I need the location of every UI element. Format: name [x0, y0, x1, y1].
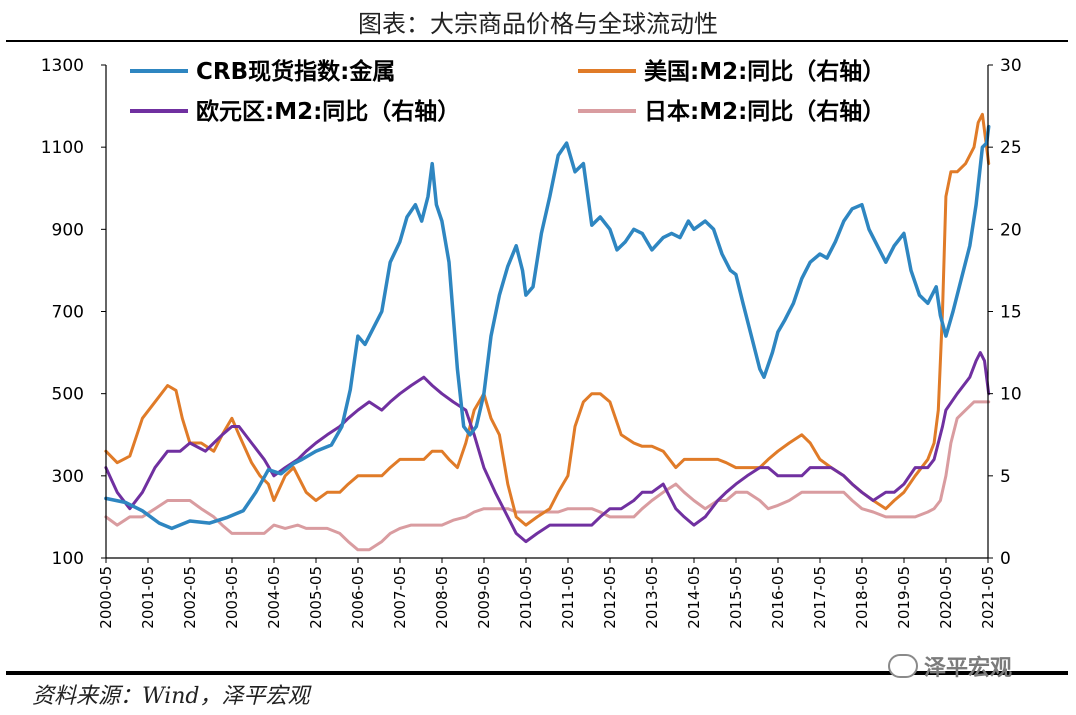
x-tick-label: 2006-05 [349, 566, 367, 629]
y-right-tick-label: 10 [1000, 385, 1022, 405]
y-right-tick-label: 20 [1000, 220, 1022, 240]
chart-axes: 100 300 500 700 900 1100 1300 0 5 10 15 20 25 30 2000-… [41, 56, 1022, 629]
series-line-1 [104, 112, 991, 527]
y-left-tick-label: 900 [52, 220, 84, 240]
y-right-tick-label: 5 [1000, 467, 1011, 487]
y-left-tick-label: 700 [52, 303, 84, 323]
x-tick-label: 2009-05 [475, 566, 493, 629]
y-right-tick-label: 0 [1000, 549, 1011, 569]
x-tick-label: 2020-05 [937, 566, 955, 629]
x-tick-label: 2018-05 [853, 566, 871, 629]
watermark-text: 泽平宏观 [924, 656, 1013, 681]
x-tick-label: 2017-05 [811, 566, 829, 629]
x-tick-label: 2014-05 [685, 566, 703, 629]
y-right-tick-label: 25 [1000, 138, 1022, 158]
x-tick-label: 2011-05 [559, 566, 577, 629]
source-note: 资料来源：Wind，泽平宏观 [32, 684, 310, 709]
x-tick-label: 2012-05 [601, 566, 619, 629]
x-tick-label: 2016-05 [769, 566, 787, 629]
x-tick-label: 2010-05 [517, 566, 535, 629]
x-tick-label: 2002-05 [181, 566, 199, 629]
x-tick-label: 2008-05 [433, 566, 451, 629]
series-line-2 [104, 351, 991, 544]
x-tick-label: 2021-05 [979, 566, 997, 629]
watermark: 泽平宏观 [888, 650, 1012, 682]
y-right-tick-label: 30 [1000, 56, 1022, 76]
y-left-tick-label: 500 [52, 385, 84, 405]
x-tick-label: 2007-05 [391, 566, 409, 629]
plot-lines [104, 112, 991, 552]
x-tick-label: 2015-05 [727, 566, 745, 629]
x-tick-label: 2003-05 [223, 566, 241, 629]
legend-label-0: CRB现货指数:金属 [196, 58, 395, 85]
top-rule [6, 40, 1068, 42]
y-left-tick-label: 300 [52, 467, 84, 487]
x-tick-label: 2013-05 [643, 566, 661, 629]
wechat-icon [888, 654, 918, 678]
line-chart: 100 300 500 700 900 1100 1300 0 5 10 15 20 25 30 2000-… [41, 56, 1022, 629]
chart-title: 图表：大宗商品价格与全球流动性 [358, 10, 718, 38]
series-line-3 [104, 400, 991, 552]
legend-label-3: 日本:M2:同比（右轴） [644, 98, 885, 125]
x-tick-label: 2019-05 [895, 566, 913, 629]
x-tick-label: 2005-05 [307, 566, 325, 629]
series-line-0 [104, 124, 991, 531]
y-right-tick-label: 15 [1000, 303, 1022, 323]
y-left-tick-label: 1300 [41, 56, 84, 76]
legend-label-2: 欧元区:M2:同比（右轴） [196, 98, 460, 125]
x-tick-label: 2004-05 [265, 566, 283, 629]
y-left-tick-label: 1100 [41, 138, 84, 158]
chart-legend: CRB现货指数:金属 美国:M2:同比（右轴） 欧元区:M2:同比（右轴） 日本:M2… [130, 58, 885, 125]
x-tick-label: 2001-05 [139, 566, 157, 629]
legend-label-1: 美国:M2:同比（右轴） [644, 58, 885, 85]
bottom-rule [6, 671, 1068, 675]
x-tick-label: 2000-05 [97, 566, 115, 629]
y-left-tick-label: 100 [52, 549, 84, 569]
